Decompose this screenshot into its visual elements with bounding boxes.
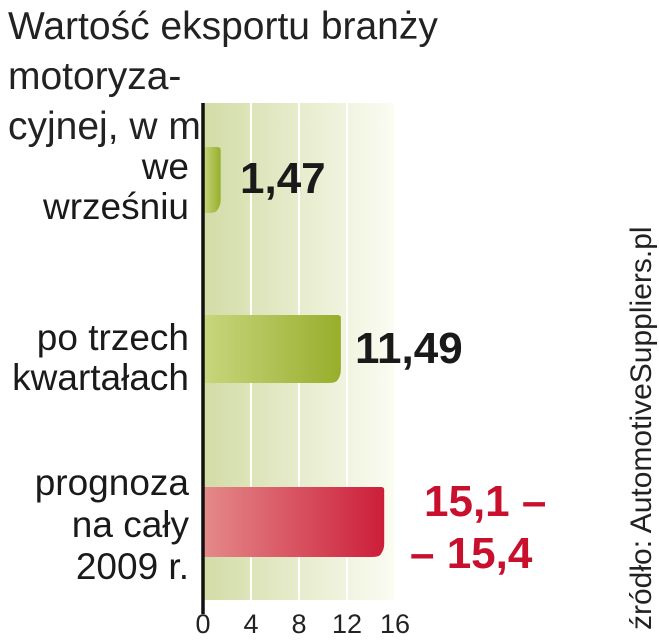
value-label-forecast: 15,1 – – 15,4 <box>410 477 547 578</box>
x-tick-label: 0 <box>195 609 210 639</box>
bar-2 <box>203 487 385 557</box>
bar-1 <box>203 315 341 383</box>
x-tick-label: 12 <box>332 609 362 639</box>
source-note: źródło: AutomotiveSuppliers.pl <box>625 226 658 630</box>
x-tick-label: 8 <box>291 609 306 639</box>
value-label-three-quarters: 11,49 <box>355 324 463 373</box>
bar-0 <box>203 147 221 213</box>
value-label-september: 1,47 <box>240 154 326 203</box>
category-label-three-quarters: po trzech kwartałach <box>12 317 189 398</box>
category-label-september: we wrześniu <box>43 146 189 227</box>
x-tick-label: 4 <box>243 609 258 639</box>
title-line-1: Wartość eksportu branży motoryza- <box>8 5 438 98</box>
x-tick-label: 16 <box>380 609 410 639</box>
category-label-forecast: prognoza na cały 2009 r. <box>34 462 189 587</box>
